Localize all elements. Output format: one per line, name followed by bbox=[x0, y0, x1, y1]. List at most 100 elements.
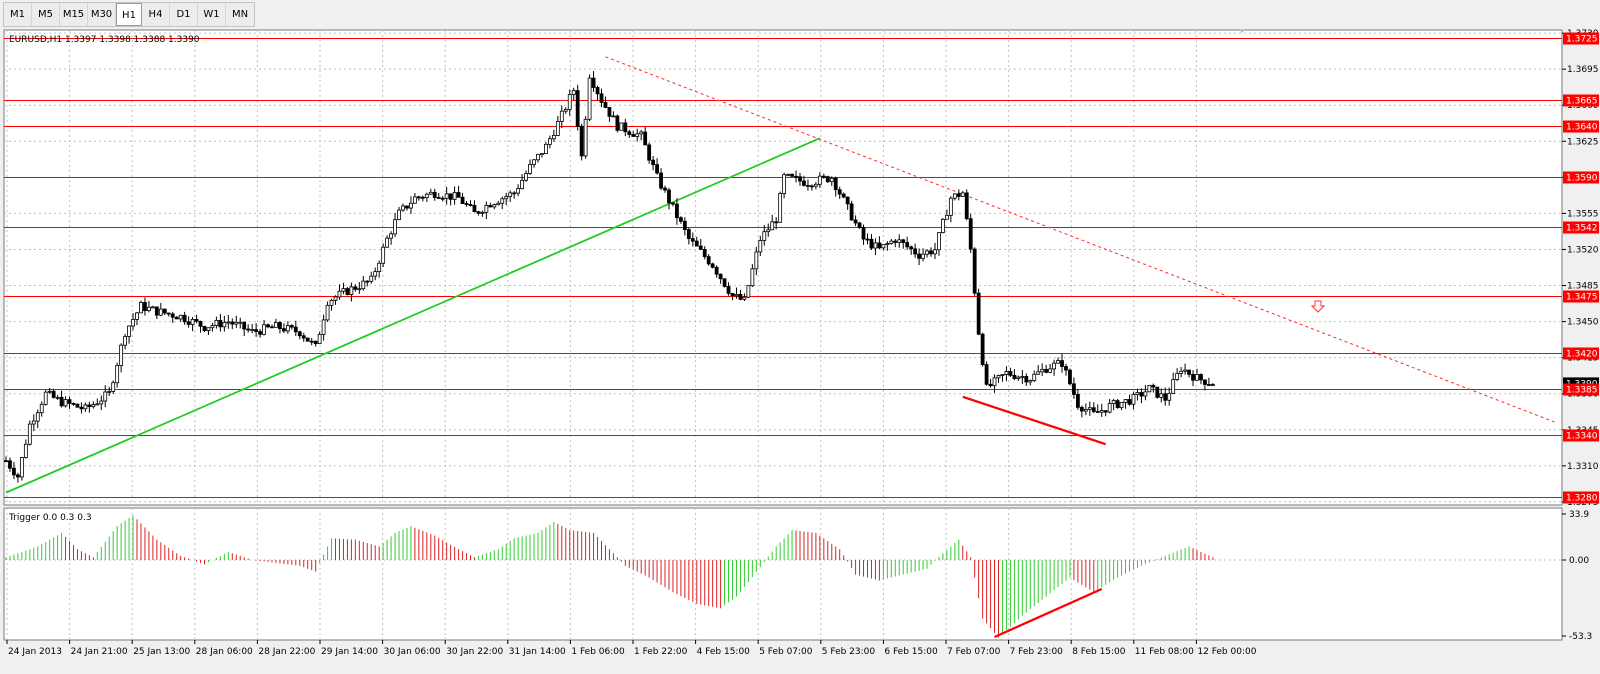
candle-body bbox=[270, 326, 274, 329]
candle-body bbox=[1151, 384, 1156, 388]
candle-body bbox=[377, 262, 382, 273]
candle-body bbox=[865, 238, 870, 241]
candle-body bbox=[166, 312, 171, 315]
time-label: 6 Feb 15:00 bbox=[884, 647, 938, 657]
price-tick-label: 1.3555 bbox=[1567, 209, 1599, 219]
candle-body bbox=[115, 365, 120, 384]
candle-body bbox=[547, 138, 552, 145]
candle-body bbox=[476, 211, 481, 214]
candle-body bbox=[682, 220, 687, 230]
candle-body bbox=[365, 280, 370, 283]
candle-body bbox=[381, 246, 386, 264]
candle-body bbox=[1048, 368, 1053, 373]
time-label: 30 Jan 22:00 bbox=[446, 647, 503, 657]
candle-body bbox=[444, 193, 449, 199]
chart-window[interactable]: 1.37301.36951.36601.36251.35901.35551.35… bbox=[0, 28, 1600, 674]
level-label-box bbox=[1563, 290, 1599, 303]
divergence-trendline bbox=[962, 395, 1107, 446]
candle-body bbox=[1179, 370, 1184, 374]
candle-body bbox=[1199, 374, 1203, 381]
candle-body bbox=[710, 263, 715, 268]
candle-body bbox=[524, 173, 528, 181]
candle-body bbox=[913, 248, 918, 255]
candle-body bbox=[496, 202, 501, 206]
candle-body bbox=[579, 125, 584, 157]
candle-body bbox=[107, 391, 112, 393]
candle-body bbox=[492, 204, 497, 208]
candle-body bbox=[833, 177, 838, 191]
candle-body bbox=[1036, 371, 1041, 375]
candle-body bbox=[992, 377, 997, 387]
shift-marker-icon[interactable] bbox=[1238, 29, 1246, 33]
timeframe-h4-button[interactable]: H4 bbox=[142, 3, 170, 26]
candle-body bbox=[1020, 376, 1025, 378]
price-tick-label: 1.3695 bbox=[1567, 65, 1599, 75]
candle-body bbox=[202, 325, 207, 332]
candle-body bbox=[845, 196, 850, 205]
time-label: 1 Feb 06:00 bbox=[571, 647, 625, 657]
candle-body bbox=[321, 319, 326, 335]
candle-body bbox=[305, 337, 310, 342]
timeframe-w1-button[interactable]: W1 bbox=[198, 3, 226, 26]
candle-body bbox=[55, 396, 60, 399]
candle-body bbox=[1052, 362, 1056, 370]
candle-body bbox=[857, 222, 862, 228]
candle-body bbox=[1008, 371, 1013, 376]
candle-body bbox=[258, 331, 262, 335]
candle-body bbox=[1187, 369, 1191, 375]
candle-body bbox=[758, 240, 763, 253]
timeframe-m15-button[interactable]: M15 bbox=[60, 3, 88, 26]
candle-body bbox=[849, 203, 854, 221]
time-axis: 24 Jan 2013 24 Jan 21:00 25 Jan 13:00 28 Ja… bbox=[6, 640, 1257, 657]
candle-body bbox=[889, 240, 894, 244]
candle-body bbox=[178, 314, 183, 320]
candle-body bbox=[242, 321, 247, 330]
candle-body bbox=[79, 406, 84, 410]
level-label-box bbox=[1563, 221, 1599, 234]
candle-body bbox=[603, 102, 608, 108]
indicator-trendline bbox=[994, 587, 1103, 639]
candle-body bbox=[222, 322, 227, 328]
timeframe-d1-button[interactable]: D1 bbox=[170, 3, 198, 26]
timeframe-mn-button[interactable]: MN bbox=[231, 9, 249, 20]
timeframe-m1-button[interactable]: M1 bbox=[4, 3, 32, 26]
candle-body bbox=[1099, 410, 1104, 413]
timeframe-m5-button[interactable]: M5 bbox=[32, 3, 60, 26]
candle-body bbox=[1111, 400, 1116, 404]
indicator-pane[interactable] bbox=[3, 507, 1563, 641]
time-label: 8 Feb 15:00 bbox=[1072, 647, 1126, 657]
candle-body bbox=[738, 293, 743, 300]
price-pane[interactable] bbox=[3, 29, 1563, 506]
candle-body bbox=[837, 189, 842, 195]
timeframe-m30-button[interactable]: M30 bbox=[88, 3, 116, 26]
candle-body bbox=[1016, 376, 1021, 379]
candle-body bbox=[27, 423, 32, 445]
candle-body bbox=[1000, 374, 1005, 376]
candle-body bbox=[786, 173, 790, 176]
candle-body bbox=[1044, 368, 1049, 373]
level-label: 1.3665 bbox=[1566, 97, 1598, 107]
level-label-box bbox=[1563, 383, 1599, 396]
candle-body bbox=[980, 333, 985, 366]
price-tick-label: 1.3485 bbox=[1567, 282, 1599, 292]
candle-body bbox=[131, 319, 135, 327]
candle-body bbox=[67, 399, 72, 404]
candle-body bbox=[39, 403, 44, 414]
candle-body bbox=[583, 118, 588, 157]
price-tick-label: 1.3450 bbox=[1567, 318, 1599, 328]
candle-body bbox=[337, 290, 342, 298]
candle-body bbox=[500, 198, 505, 204]
candle-body bbox=[103, 391, 108, 402]
candle-body bbox=[706, 256, 711, 265]
candle-body bbox=[234, 321, 239, 325]
candle-body bbox=[905, 242, 910, 248]
candle-body bbox=[405, 205, 409, 209]
candle-body bbox=[881, 244, 886, 249]
candle-body bbox=[1115, 400, 1120, 409]
timeframe-h1-button[interactable]: H1 bbox=[116, 3, 142, 26]
candle-body bbox=[345, 288, 350, 295]
resistance-trendline bbox=[605, 56, 1557, 424]
candle-body bbox=[1040, 368, 1045, 373]
candle-body bbox=[1139, 392, 1144, 397]
candle-body bbox=[1171, 379, 1176, 394]
